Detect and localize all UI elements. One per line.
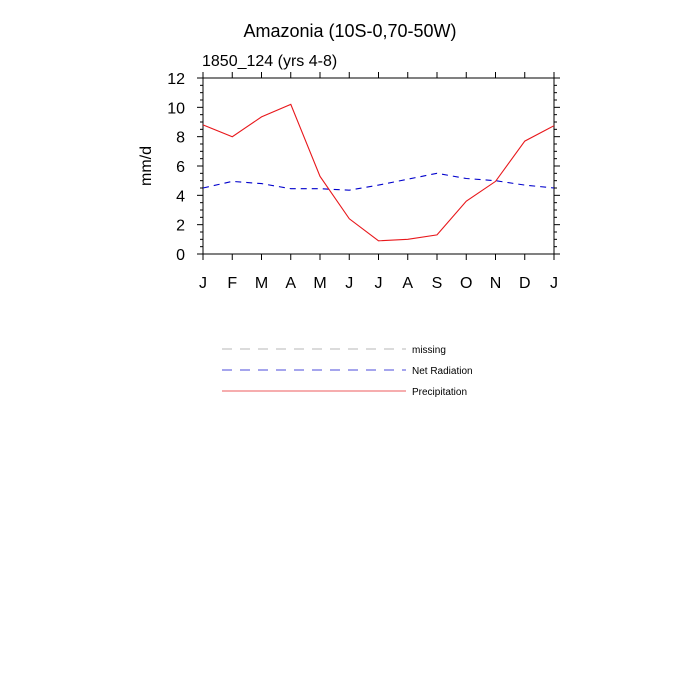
- y-tick-label: 6: [176, 159, 185, 176]
- x-tick-label: J: [345, 275, 353, 292]
- legend-label-precipitation: Precipitation: [412, 387, 467, 398]
- legend: missing Net Radiation Precipitation: [222, 345, 473, 398]
- chart-title: Amazonia (10S-0,70-50W): [243, 21, 456, 41]
- legend-label-net-radiation: Net Radiation: [412, 366, 473, 377]
- x-tick-label: A: [402, 275, 413, 292]
- x-tick-label: S: [432, 275, 443, 292]
- x-tick-label: N: [490, 275, 502, 292]
- y-tick-label: 2: [176, 218, 185, 235]
- x-tick-label: M: [255, 275, 268, 292]
- x-tick-label: D: [519, 275, 531, 292]
- x-tick-label: J: [375, 275, 383, 292]
- series-line-net-radiation: [202, 172, 555, 191]
- y-tick-label: 8: [176, 130, 185, 147]
- y-tick-label: 12: [167, 71, 185, 88]
- x-tick-label: A: [285, 275, 296, 292]
- x-tick-label: J: [199, 275, 207, 292]
- x-tick-label: O: [460, 275, 472, 292]
- chart-subtitle: 1850_124 (yrs 4-8): [202, 53, 337, 70]
- y-axis-label: mm/d: [138, 146, 155, 186]
- x-tick-label: M: [313, 275, 326, 292]
- legend-label-missing: missing: [412, 345, 446, 356]
- y-tick-label: 10: [167, 100, 185, 117]
- y-tick-label: 0: [176, 247, 185, 264]
- plot-frame: [202, 77, 555, 255]
- y-tick-label: 4: [176, 188, 185, 205]
- x-tick-label: F: [227, 275, 237, 292]
- series-line-precipitation: [202, 103, 555, 242]
- x-tick-label: J: [550, 275, 558, 292]
